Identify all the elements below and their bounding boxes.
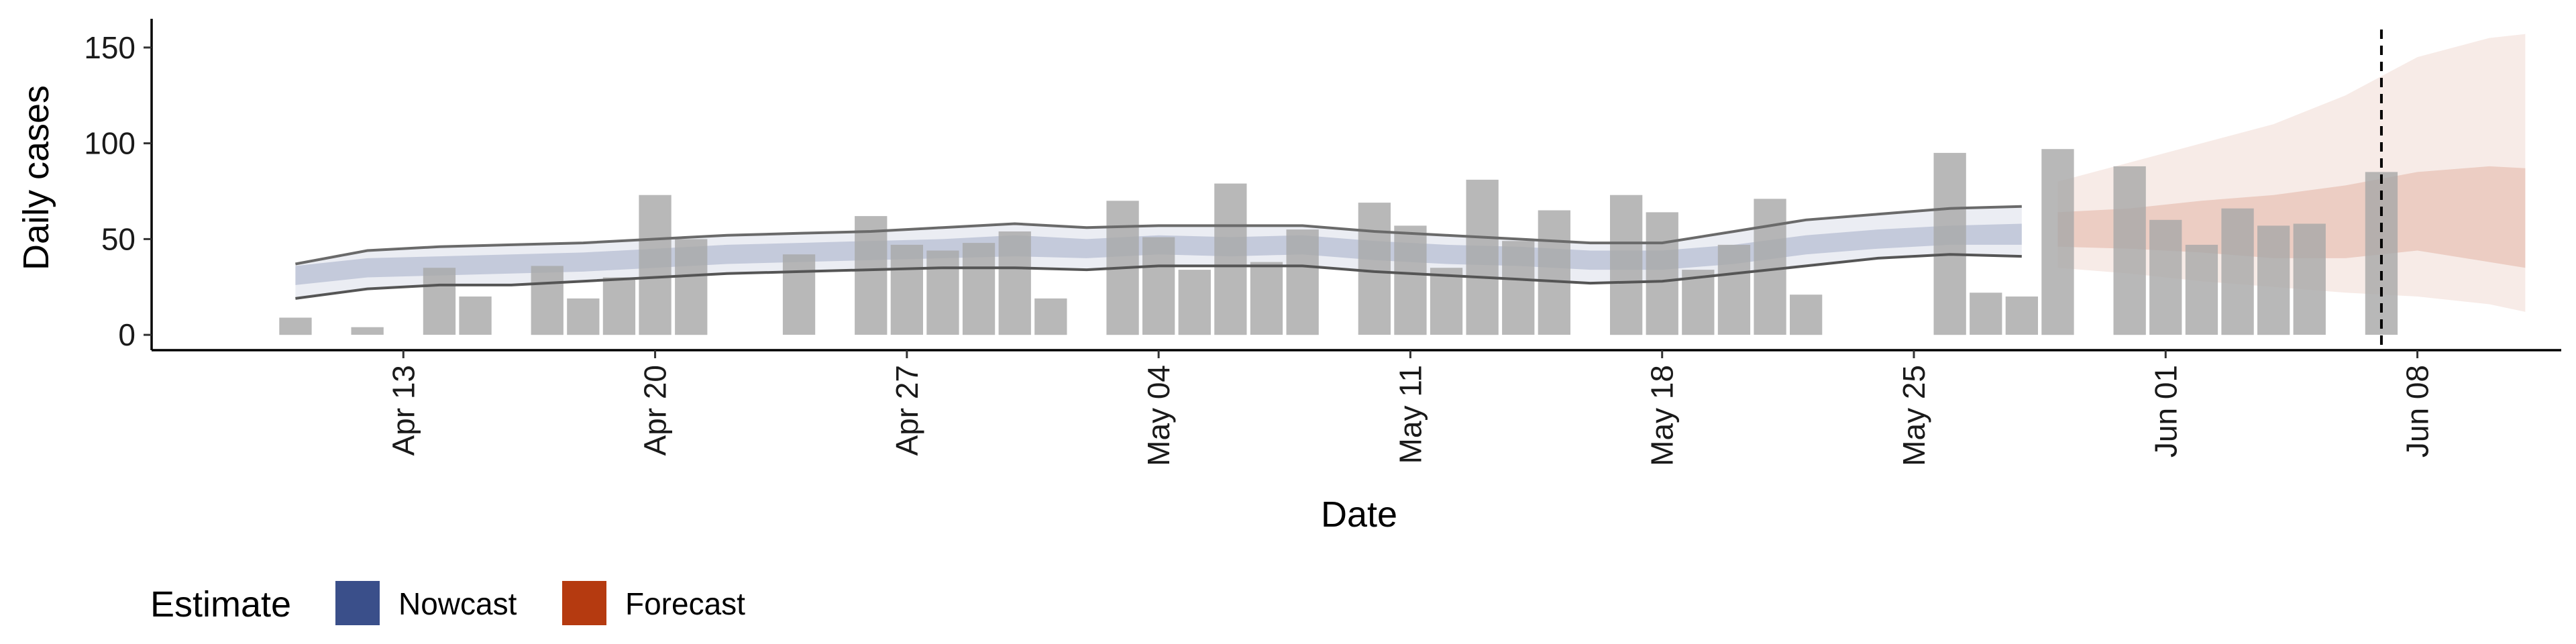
legend-label-forecast: Forecast	[625, 586, 745, 621]
bar	[1358, 203, 1391, 335]
bar	[1214, 183, 1247, 335]
bar	[2005, 297, 2038, 335]
bar	[459, 297, 492, 335]
y-tick-label: 0	[118, 317, 136, 352]
x-tick-label: May 11	[1393, 365, 1428, 464]
x-tick-label: Jun 01	[2148, 365, 2183, 458]
legend-swatch-forecast	[562, 581, 606, 625]
bar	[998, 231, 1031, 335]
bar	[1682, 270, 1715, 335]
bar	[2041, 149, 2074, 335]
bar	[423, 268, 456, 335]
bar	[531, 266, 564, 335]
bar	[567, 298, 600, 335]
bar	[1250, 262, 1283, 335]
bar	[602, 277, 636, 335]
x-tick-label: Apr 20	[638, 365, 673, 456]
x-tick-label: May 04	[1141, 365, 1176, 466]
x-tick-label: May 18	[1645, 365, 1680, 466]
y-tick-label: 100	[84, 126, 136, 161]
bar	[1178, 270, 1211, 335]
bar	[675, 239, 708, 335]
bar	[1970, 292, 2002, 335]
x-tick-label: Apr 13	[386, 365, 421, 456]
x-axis-title: Date	[1321, 494, 1397, 535]
nowcast-lower-line	[295, 253, 2022, 300]
bar	[926, 250, 959, 335]
bar	[855, 216, 888, 335]
y-tick-label: 50	[101, 221, 136, 256]
bar	[2149, 219, 2182, 335]
bar	[1717, 244, 1751, 335]
bar	[1430, 268, 1463, 335]
bar	[890, 244, 923, 335]
bar	[2221, 208, 2254, 335]
legend-title: Estimate	[150, 584, 291, 625]
bar	[782, 254, 816, 335]
legend-label-nowcast: Nowcast	[398, 586, 517, 621]
bar	[1034, 298, 1067, 335]
axes: 0 50 100 150 Apr 13 Apr 20 Apr 27 May 04 May 11 M…	[84, 19, 2561, 466]
x-tick-label: Jun 08	[2400, 365, 2435, 458]
bar	[2293, 223, 2326, 335]
bar	[1394, 225, 1427, 335]
legend-swatch-nowcast	[335, 581, 380, 625]
bar	[2113, 166, 2146, 335]
bar	[1286, 229, 1319, 335]
bar	[2257, 225, 2290, 335]
bar	[1466, 179, 1499, 335]
bar	[351, 327, 384, 335]
x-tick-label: May 25	[1896, 365, 1931, 466]
bar	[1790, 294, 1823, 335]
bar	[962, 243, 996, 335]
interval-lines	[295, 205, 2022, 300]
bar	[279, 317, 312, 335]
bars	[279, 149, 2398, 335]
bar	[1502, 241, 1535, 335]
bar	[1610, 195, 1643, 335]
bar	[2185, 244, 2218, 335]
bar	[1142, 237, 1175, 335]
y-tick-label: 150	[84, 30, 136, 65]
bar	[639, 195, 672, 335]
y-axis-title: Daily cases	[16, 85, 56, 270]
bar	[1646, 212, 1678, 335]
nowcast-upper-line	[295, 205, 2022, 266]
legend: Estimate Nowcast Forecast	[150, 581, 745, 625]
bar	[1933, 152, 1966, 335]
bar	[1538, 210, 1570, 335]
bar	[1754, 199, 1786, 335]
x-tick-label: Apr 27	[890, 365, 924, 456]
